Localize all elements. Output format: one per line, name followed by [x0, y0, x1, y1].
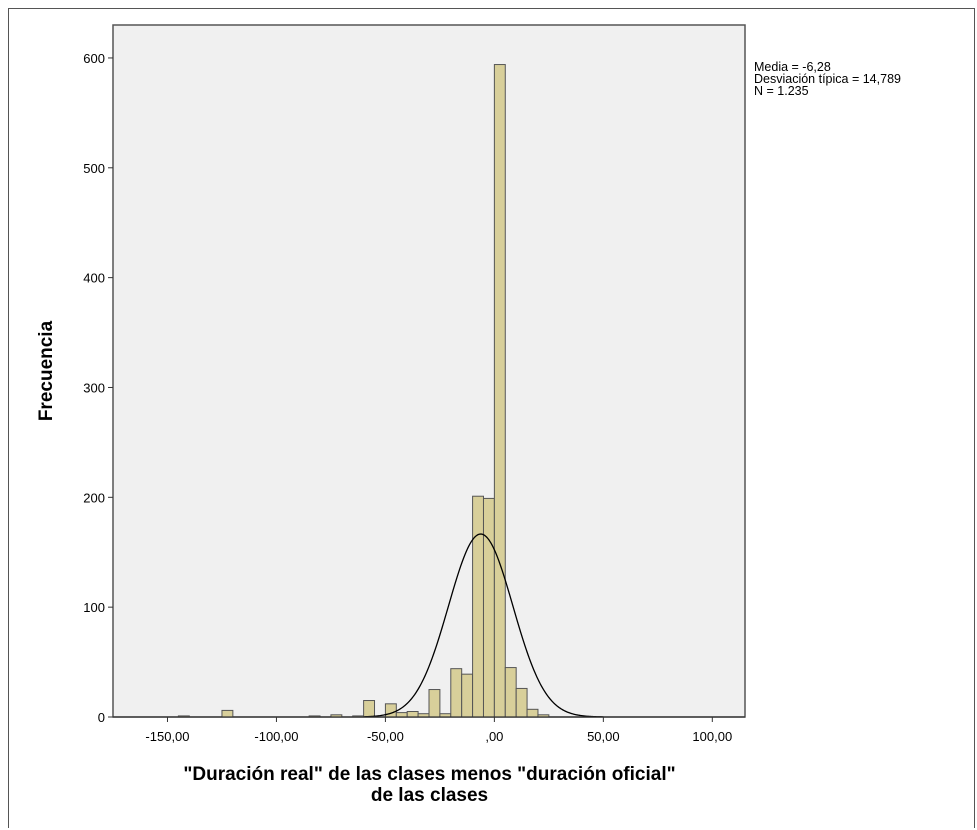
histogram-bar: [482, 497, 495, 718]
histogram-bar: [526, 708, 539, 718]
plot-area: [112, 24, 746, 718]
histogram-bar: [461, 673, 474, 718]
histogram-bar: [472, 495, 484, 718]
normal-curve: [363, 533, 604, 718]
sd-label: Desviación típica = 14,789: [754, 72, 901, 86]
x-tick-label: 100,00: [692, 729, 732, 744]
mean-label: Media = -6,28: [754, 60, 831, 74]
y-tick-label: 300: [83, 380, 105, 395]
x-tick-label: 50,00: [587, 729, 620, 744]
axes-group: -150,00 -100,00 -50,00 ,00 50,00 100,00 0 100 20…: [83, 51, 745, 744]
y-axis-title: Frecuencia: [36, 320, 57, 421]
y-tick-label: 0: [98, 710, 105, 725]
histogram-bar: [493, 64, 506, 718]
histogram-bar: [363, 700, 376, 718]
histogram-bar: [395, 712, 408, 718]
x-axis-title-line1: "Duración real" de las clases menos "dur…: [183, 764, 676, 785]
histogram-bar: [221, 709, 234, 718]
histogram-bar: [504, 667, 517, 718]
x-axis-title-line2: de las clases: [370, 785, 489, 806]
x-tick-label: ,00: [485, 729, 503, 744]
histogram-bar: [428, 689, 441, 718]
x-axis-title: "Duración real" de las clases menos "dur…: [113, 764, 746, 806]
x-tick-label: -50,00: [367, 729, 404, 744]
histogram-bar: [406, 711, 419, 718]
histogram-bar: [450, 668, 463, 718]
y-tick-label: 100: [83, 600, 105, 615]
histogram-bar: [515, 687, 528, 718]
histogram-bar: [384, 703, 397, 718]
x-tick-label: -150,00: [145, 729, 189, 744]
stats-box: Media = -6,28 Desviación típica = 14,789…: [754, 60, 901, 98]
x-tick-label: -100,00: [254, 729, 298, 744]
y-tick-label: 600: [83, 51, 105, 66]
y-tick-label: 200: [83, 490, 105, 505]
y-tick-label: 500: [83, 161, 105, 176]
chart-frame: [8, 8, 975, 828]
n-label: N = 1.235: [754, 84, 809, 98]
y-tick-label: 400: [83, 271, 105, 286]
